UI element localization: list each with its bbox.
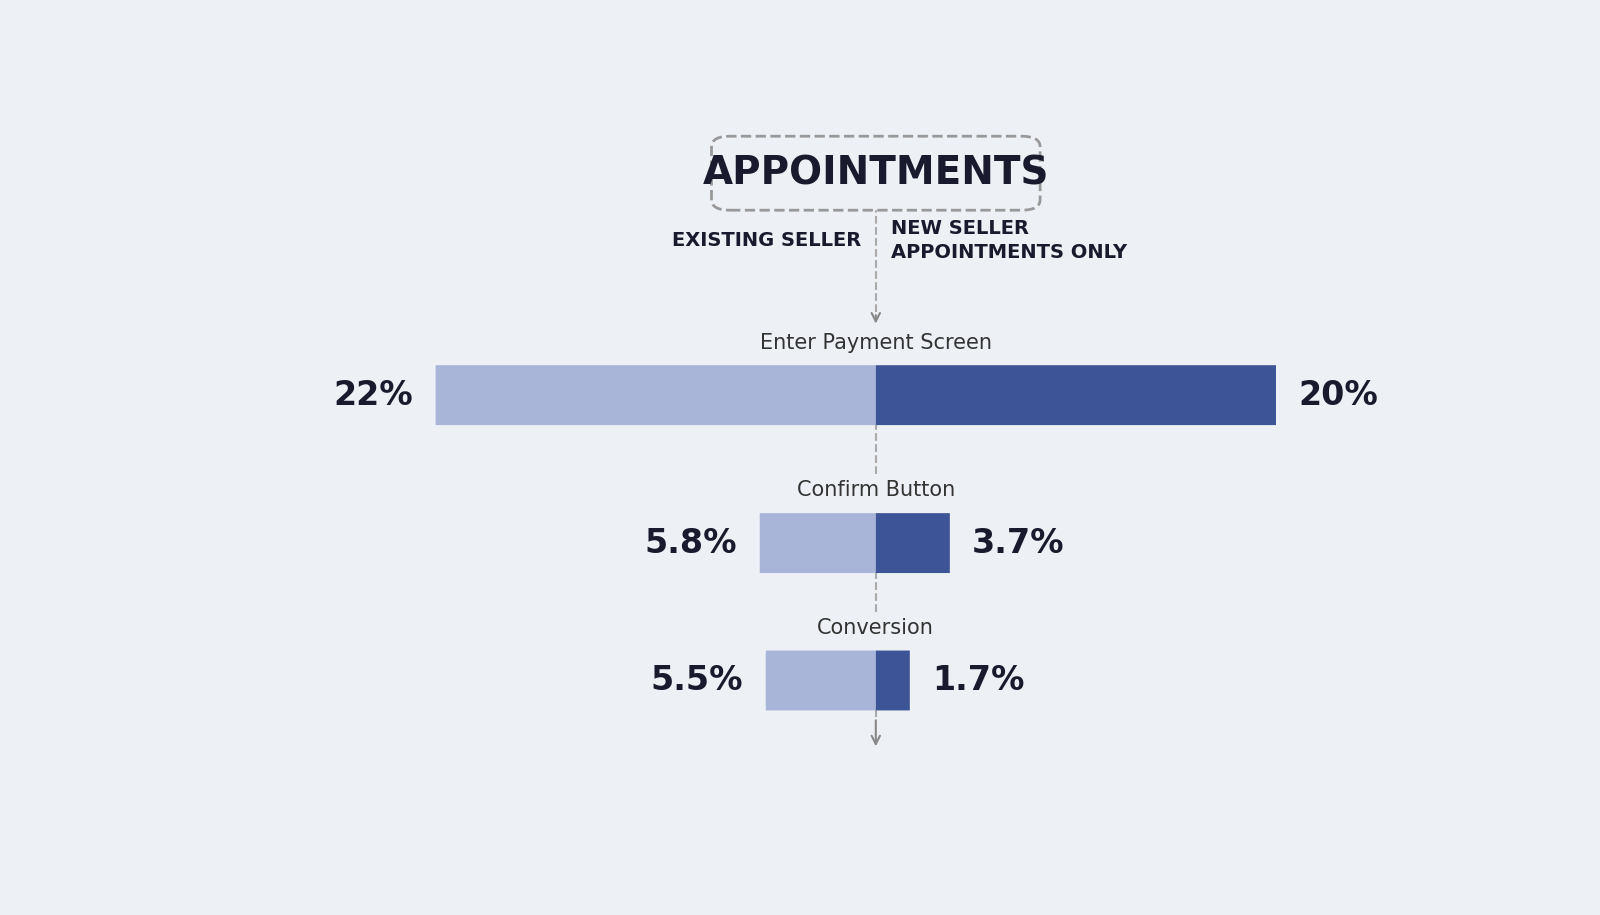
FancyBboxPatch shape (875, 651, 910, 710)
FancyBboxPatch shape (760, 513, 875, 573)
Text: APPOINTMENTS: APPOINTMENTS (702, 155, 1050, 192)
Text: 5.8%: 5.8% (645, 527, 738, 560)
Text: NEW SELLER
APPOINTMENTS ONLY: NEW SELLER APPOINTMENTS ONLY (891, 219, 1126, 262)
Text: Conversion: Conversion (818, 618, 934, 638)
Text: 1.7%: 1.7% (933, 664, 1024, 697)
Text: Confirm Button: Confirm Button (797, 480, 955, 501)
Text: Enter Payment Screen: Enter Payment Screen (760, 332, 992, 352)
FancyBboxPatch shape (875, 365, 1275, 425)
Text: EXISTING SELLER: EXISTING SELLER (672, 231, 861, 250)
FancyBboxPatch shape (875, 513, 950, 573)
FancyBboxPatch shape (712, 136, 1040, 210)
Text: 20%: 20% (1298, 379, 1378, 412)
FancyBboxPatch shape (435, 365, 875, 425)
Text: 22%: 22% (334, 379, 413, 412)
Text: 3.7%: 3.7% (973, 527, 1064, 560)
Text: 5.5%: 5.5% (651, 664, 744, 697)
FancyBboxPatch shape (766, 651, 875, 710)
